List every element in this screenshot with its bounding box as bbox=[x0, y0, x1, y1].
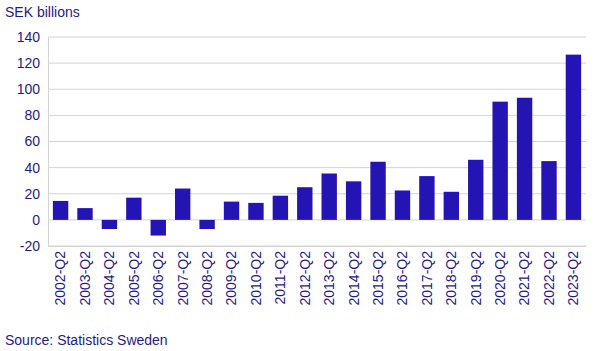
x-tick-label: 2020-Q2 bbox=[492, 251, 508, 306]
bar bbox=[444, 192, 459, 220]
x-tick: 2019-Q2 bbox=[468, 251, 484, 306]
x-tick: 2011-Q2 bbox=[272, 251, 288, 305]
x-tick-label: 2010-Q2 bbox=[248, 251, 264, 306]
x-tick-label: 2003-Q2 bbox=[77, 251, 93, 306]
bar bbox=[175, 189, 190, 220]
y-tick-label: 120 bbox=[17, 55, 41, 71]
x-tick: 2018-Q2 bbox=[443, 251, 459, 306]
plot: -20 0 20 40 60 80 100 120 140 2002-Q2 2003-Q2 2004-… bbox=[17, 29, 587, 306]
x-tick: 2017-Q2 bbox=[419, 251, 435, 306]
x-tick-label: 2019-Q2 bbox=[468, 251, 484, 306]
bar bbox=[419, 176, 434, 220]
bar bbox=[346, 181, 361, 220]
x-tick: 2002-Q2 bbox=[52, 251, 68, 306]
x-tick: 2003-Q2 bbox=[77, 251, 93, 306]
x-axis: 2002-Q2 2003-Q2 2004-Q2 2005-Q2 2006-Q2 2007-… bbox=[49, 247, 587, 306]
x-tick-label: 2015-Q2 bbox=[370, 251, 386, 306]
x-tick: 2023-Q2 bbox=[565, 251, 581, 306]
x-tick-label: 2004-Q2 bbox=[101, 251, 117, 306]
x-tick: 2013-Q2 bbox=[321, 251, 337, 306]
x-tick-label: 2006-Q2 bbox=[150, 251, 166, 306]
y-axis-line bbox=[48, 38, 49, 247]
x-tick-label: 2013-Q2 bbox=[321, 251, 337, 306]
x-tick-label: 2008-Q2 bbox=[199, 251, 215, 306]
y-tick: 0 bbox=[32, 212, 48, 228]
y-tick: 40 bbox=[24, 160, 48, 176]
x-tick-label: 2018-Q2 bbox=[443, 251, 459, 306]
x-tick: 2010-Q2 bbox=[248, 251, 264, 306]
bar bbox=[395, 190, 410, 219]
x-tick: 2021-Q2 bbox=[516, 251, 532, 306]
chart: -20 0 20 40 60 80 100 120 140 2002-Q2 2003-Q2 2004-… bbox=[0, 0, 608, 351]
y-tick: 60 bbox=[24, 133, 48, 149]
x-tick-label: 2021-Q2 bbox=[516, 251, 532, 306]
y-tick: 120 bbox=[17, 55, 48, 71]
x-tick-label: 2002-Q2 bbox=[52, 251, 68, 306]
bar bbox=[468, 160, 483, 220]
bar bbox=[566, 55, 581, 220]
y-tick-label: 140 bbox=[17, 29, 41, 45]
grid bbox=[48, 37, 586, 246]
bar bbox=[77, 208, 92, 220]
x-tick-label: 2009-Q2 bbox=[223, 251, 239, 306]
x-tick-label: 2011-Q2 bbox=[272, 251, 288, 305]
y-axis-title: SEK billions bbox=[5, 4, 80, 20]
x-tick: 2020-Q2 bbox=[492, 251, 508, 306]
y-tick-label: 40 bbox=[24, 160, 40, 176]
bar bbox=[224, 202, 239, 220]
bar bbox=[517, 98, 532, 220]
bar bbox=[248, 203, 263, 220]
bars bbox=[53, 55, 581, 236]
x-tick-label: 2005-Q2 bbox=[126, 251, 142, 306]
bar bbox=[102, 220, 117, 229]
y-tick-label: 80 bbox=[24, 107, 40, 123]
grid-line bbox=[48, 37, 586, 38]
x-tick-label: 2014-Q2 bbox=[346, 251, 362, 306]
x-axis-line bbox=[49, 246, 587, 247]
x-tick-label: 2016-Q2 bbox=[394, 251, 410, 306]
x-tick: 2016-Q2 bbox=[394, 251, 410, 306]
x-tick-label: 2017-Q2 bbox=[419, 251, 435, 306]
bar bbox=[53, 201, 68, 220]
bar bbox=[151, 220, 166, 236]
y-tick: 100 bbox=[17, 81, 48, 97]
source: Source: Statistics Sweden bbox=[5, 332, 168, 348]
x-tick-label: 2022-Q2 bbox=[541, 251, 557, 306]
x-tick: 2014-Q2 bbox=[346, 251, 362, 306]
y-tick-label: -20 bbox=[20, 238, 40, 254]
y-tick-label: 100 bbox=[17, 81, 41, 97]
grid-line bbox=[48, 246, 586, 247]
bar bbox=[370, 162, 385, 220]
grid-line bbox=[48, 63, 586, 64]
x-tick: 2008-Q2 bbox=[199, 251, 215, 306]
x-tick: 2012-Q2 bbox=[297, 251, 313, 306]
bar bbox=[322, 174, 337, 220]
x-tick: 2004-Q2 bbox=[101, 251, 117, 306]
bar bbox=[126, 198, 141, 220]
y-tick-label: 60 bbox=[24, 133, 40, 149]
x-tick-label: 2012-Q2 bbox=[297, 251, 313, 306]
x-tick: 2007-Q2 bbox=[175, 251, 191, 306]
x-tick: 2015-Q2 bbox=[370, 251, 386, 306]
x-tick: 2009-Q2 bbox=[223, 251, 239, 306]
x-tick-label: 2007-Q2 bbox=[175, 251, 191, 306]
bar bbox=[273, 196, 288, 220]
y-tick: 20 bbox=[24, 186, 48, 202]
bar bbox=[492, 102, 507, 220]
y-tick: -20 bbox=[20, 238, 48, 254]
x-tick: 2006-Q2 bbox=[150, 251, 166, 306]
y-tick: 80 bbox=[24, 107, 48, 123]
y-tick-label: 0 bbox=[32, 212, 40, 228]
x-tick: 2005-Q2 bbox=[126, 251, 142, 306]
bar bbox=[541, 161, 556, 220]
x-tick: 2022-Q2 bbox=[541, 251, 557, 306]
bar bbox=[199, 220, 214, 229]
y-axis: -20 0 20 40 60 80 100 120 140 bbox=[17, 29, 49, 254]
x-tick-label: 2023-Q2 bbox=[565, 251, 581, 306]
grid-line bbox=[48, 89, 586, 90]
bar bbox=[297, 187, 312, 220]
y-tick: 140 bbox=[17, 29, 48, 45]
y-tick-label: 20 bbox=[24, 186, 40, 202]
